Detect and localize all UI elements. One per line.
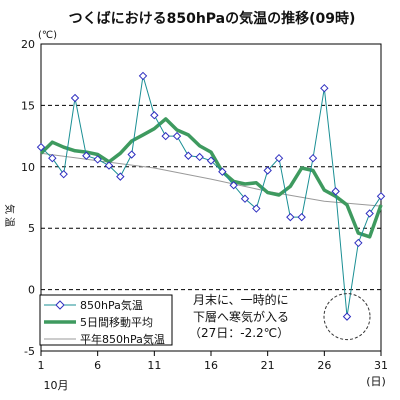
data-point-day-11 [150, 111, 159, 120]
y-tick-label-15: 15 [21, 99, 35, 112]
chart-title: つくばにおける850hPaの気温の推移(09時) [69, 10, 356, 27]
y-unit-label: (℃) [38, 30, 57, 41]
y-axis-label: 気温 [3, 204, 16, 227]
annotation-line-2: 下層へ寒気が入る [193, 309, 289, 324]
y-tick-label-20: 20 [21, 38, 35, 51]
x-tick-label-16: 16 [204, 359, 218, 372]
data-point-day-16 [206, 156, 216, 165]
data-point-day-28 [342, 312, 352, 321]
y-axis-ticks: -5 0 5 10 15 20 [21, 38, 35, 358]
y-axis-label-char-1: 温 [3, 217, 15, 227]
x-tick-label-11: 11 [147, 359, 161, 372]
data-point-day-12 [161, 131, 170, 141]
data-point-day-13 [172, 131, 182, 141]
series-layer [36, 71, 386, 321]
x-tick-label-6: 6 [94, 359, 101, 372]
data-point-day-15 [195, 152, 204, 162]
y-tick-label-10: 10 [21, 161, 35, 174]
data-point-day-24 [297, 212, 306, 222]
data-point-day-5 [82, 151, 91, 160]
data-point-day-1 [36, 142, 46, 152]
data-point-day-31 [376, 192, 386, 201]
data-point-day-17 [218, 167, 227, 176]
data-point-day-27 [331, 187, 340, 196]
month-label: 10月 [44, 379, 69, 392]
y-axis-label-char-0: 気 [3, 204, 16, 214]
x-tick-label-1: 1 [38, 359, 45, 372]
data-point-day-6 [93, 155, 102, 164]
legend-label-moving-avg: 5日間移動平均 [80, 315, 153, 329]
annotation-line-3: （27日：-2.2℃） [189, 326, 289, 340]
y-tick-label-5: 5 [28, 222, 35, 235]
legend-marker-daily [55, 300, 65, 310]
data-point-day-19 [240, 194, 250, 203]
legend-label-normal: 平年850hPa気温 [80, 332, 165, 346]
data-point-day-22 [274, 153, 284, 163]
data-point-day-9 [127, 150, 136, 159]
x-tick-label-26: 26 [317, 359, 331, 372]
data-point-day-10 [138, 71, 148, 81]
annotation: 月末に、一時的に 下層へ寒気が入る （27日：-2.2℃） [189, 292, 371, 341]
legend-label-daily: 850hPa気温 [80, 298, 143, 312]
data-point-day-23 [286, 212, 295, 222]
annotation-line-1: 月末に、一時的に [193, 292, 289, 307]
x-tick-label-31: 31 [374, 359, 388, 372]
x-unit-label: (日) [366, 375, 386, 388]
x-tick-label-21: 21 [261, 359, 275, 372]
y-tick-label-0: 0 [28, 284, 35, 297]
data-point-day-7 [104, 161, 114, 170]
data-point-day-18 [229, 181, 238, 190]
data-point-day-4 [70, 93, 80, 103]
legend: 850hPa気温 5日間移動平均 平年850hPa気温 [39, 294, 173, 346]
grid-lines [41, 104, 381, 291]
data-point-day-14 [184, 151, 193, 160]
data-point-day-3 [59, 169, 68, 179]
data-point-day-25 [308, 153, 318, 163]
series-line-1 [39, 117, 383, 239]
data-point-day-21 [263, 166, 272, 175]
x-axis-ticks: 1 6 11 16 21 26 31 [38, 351, 388, 372]
series-line-0 [40, 75, 382, 318]
data-point-day-26 [320, 84, 329, 93]
y-tick-label--5: -5 [24, 345, 35, 358]
data-point-day-20 [252, 204, 261, 213]
data-point-day-30 [365, 209, 374, 218]
annotation-circle [323, 293, 371, 341]
data-point-day-8 [116, 172, 125, 181]
data-point-day-2 [48, 153, 57, 163]
data-point-day-29 [354, 238, 363, 248]
